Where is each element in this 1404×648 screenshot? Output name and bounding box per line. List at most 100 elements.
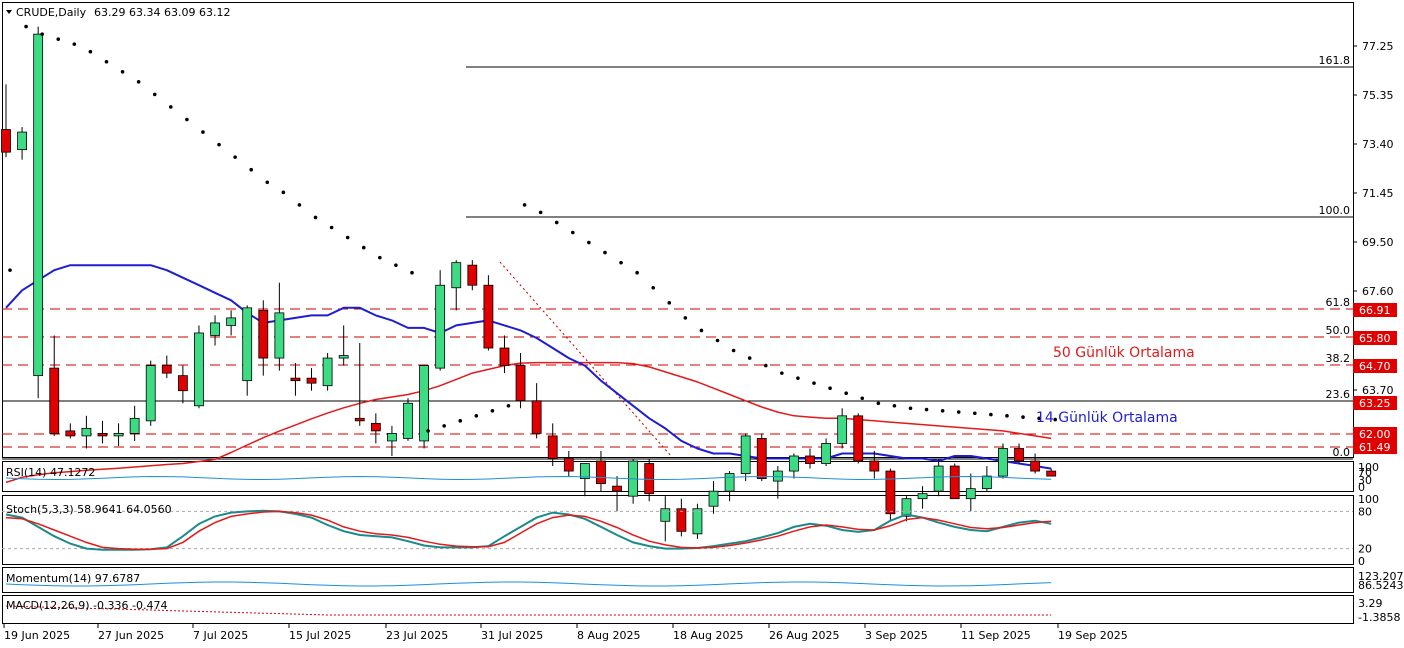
candle-body bbox=[1030, 460, 1041, 472]
price-tag-bg bbox=[1353, 396, 1397, 410]
sar-dot bbox=[410, 270, 414, 275]
sar-dot bbox=[892, 403, 897, 408]
sar-dot bbox=[345, 235, 350, 240]
retracement-diagonal bbox=[499, 261, 673, 458]
price-tick-label: 69.50 bbox=[1362, 236, 1394, 249]
price-tag-bg bbox=[1353, 427, 1397, 441]
sar-dot bbox=[313, 215, 318, 220]
sar-dot bbox=[1021, 415, 1025, 419]
sar-dot bbox=[699, 328, 704, 333]
date-label: 8 Aug 2025 bbox=[577, 629, 640, 642]
date-label: 11 Sep 2025 bbox=[961, 629, 1031, 642]
date-label: 27 Jun 2025 bbox=[98, 629, 164, 642]
sar-dot bbox=[265, 180, 270, 185]
fib-label: 100.0 bbox=[1319, 204, 1351, 217]
macd-scale-label: 3.29 bbox=[1358, 597, 1383, 610]
candle-body bbox=[821, 443, 831, 464]
price-tag-label: 63.25 bbox=[1359, 397, 1391, 410]
candle-body bbox=[483, 284, 494, 349]
candle-body bbox=[49, 367, 60, 434]
sar-dot bbox=[217, 142, 221, 147]
sar-dot bbox=[780, 371, 784, 375]
sar-dot bbox=[394, 263, 398, 267]
sar-dot bbox=[201, 130, 205, 134]
date-label: 31 Jul 2025 bbox=[481, 629, 543, 642]
candle-body bbox=[467, 264, 478, 286]
candle-body bbox=[676, 508, 687, 532]
candle-body bbox=[644, 463, 655, 495]
sar-dot bbox=[587, 240, 591, 245]
date-label: 7 Jul 2025 bbox=[193, 629, 248, 642]
fibonacci-levels: 161.8 100.0 61.8 50.0 38.2 23.6 0.0 bbox=[2, 54, 1353, 460]
candle-body bbox=[322, 357, 333, 387]
sar-dot bbox=[731, 348, 736, 353]
ma50-line bbox=[5, 361, 1052, 484]
momentum-scale-label: 123.207 bbox=[1358, 570, 1404, 583]
candle-body bbox=[274, 312, 285, 359]
sar-dot bbox=[860, 396, 865, 401]
candle-body bbox=[981, 475, 992, 490]
price-tag-bg bbox=[1353, 359, 1397, 373]
sar-dot bbox=[249, 167, 253, 172]
momentum-header: Momentum(14) 97.6787 bbox=[6, 572, 140, 585]
candle-body bbox=[435, 284, 446, 369]
fib-label: 0.0 bbox=[1333, 446, 1351, 459]
candle-body bbox=[194, 332, 204, 407]
sar-dot bbox=[1005, 414, 1009, 418]
candle-body bbox=[354, 417, 365, 422]
rsi-scale-label: 0 bbox=[1358, 481, 1365, 494]
candle-body bbox=[403, 402, 413, 439]
rsi-scale-label: 100 bbox=[1358, 461, 1379, 474]
sar-dot bbox=[281, 190, 286, 195]
sar-dot bbox=[1037, 416, 1041, 421]
candle-body bbox=[853, 415, 864, 462]
main-panel-frame bbox=[2, 2, 1354, 458]
sar-dot bbox=[474, 414, 479, 418]
price-tick-label: 75.35 bbox=[1362, 89, 1394, 102]
sar-dot bbox=[506, 403, 511, 408]
symbol-header: CRUDE,Daily bbox=[16, 6, 87, 19]
candle-body bbox=[531, 400, 542, 434]
sar-dot bbox=[72, 42, 77, 46]
sar-dot bbox=[844, 391, 848, 396]
sar-dot bbox=[378, 255, 382, 260]
candle-body bbox=[563, 458, 574, 472]
candle-body bbox=[290, 377, 301, 382]
candle-body bbox=[1046, 470, 1057, 477]
rsi-line bbox=[5, 475, 1052, 481]
dropdown-triangle-icon[interactable] bbox=[6, 10, 12, 14]
sar-dot bbox=[908, 406, 913, 411]
sar-dot bbox=[490, 409, 495, 413]
momentum-line bbox=[5, 581, 1052, 587]
candle-body bbox=[660, 508, 671, 522]
moving-averages bbox=[5, 264, 1052, 484]
sar-dot bbox=[828, 386, 832, 391]
candle-body bbox=[998, 448, 1008, 477]
candle-body bbox=[161, 365, 172, 374]
stoch-scale-label: 100 bbox=[1358, 493, 1379, 506]
sar-dot bbox=[329, 225, 334, 230]
date-label: 15 Jul 2025 bbox=[289, 629, 351, 642]
sar-dot bbox=[233, 155, 237, 159]
indicator-panels: 1007030010080200123.20786.52433.29-1.385… bbox=[2, 461, 1404, 624]
price-tick-label: 67.60 bbox=[1362, 285, 1394, 298]
stoch-signal-line bbox=[5, 510, 1052, 550]
candle-body bbox=[1, 129, 11, 153]
sar-dot bbox=[667, 301, 672, 305]
candle-body bbox=[596, 460, 606, 485]
sar-dot bbox=[136, 80, 141, 84]
candle-body bbox=[370, 422, 381, 432]
price-tick-label: 77.25 bbox=[1362, 40, 1394, 53]
date-label: 3 Sep 2025 bbox=[865, 629, 928, 642]
stoch-header: Stoch(5,3,3) 58.9641 64.0560 bbox=[6, 503, 172, 516]
candle-body bbox=[515, 365, 526, 402]
candle-body bbox=[789, 455, 799, 472]
candle-body bbox=[885, 470, 896, 515]
candle-body bbox=[499, 347, 510, 366]
candle-body bbox=[17, 131, 27, 151]
candle-body bbox=[65, 430, 76, 437]
sar-dot bbox=[169, 105, 173, 109]
candle-body bbox=[933, 465, 944, 492]
sar-dot bbox=[40, 32, 44, 36]
